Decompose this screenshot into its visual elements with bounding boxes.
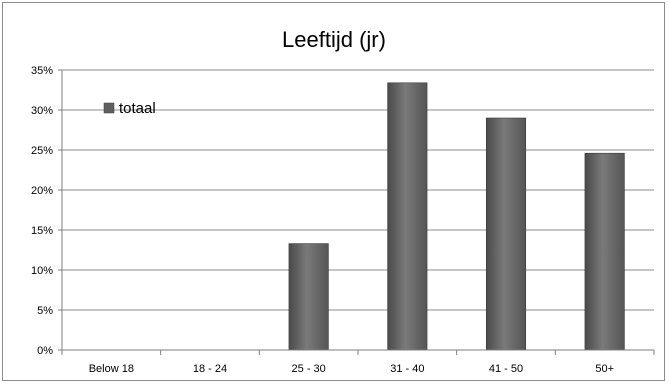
x-tick-label: 18 - 24 bbox=[193, 363, 227, 375]
y-tick-label: 35% bbox=[31, 65, 53, 77]
chart-title: Leeftijd (jr) bbox=[282, 27, 386, 52]
bar bbox=[387, 82, 428, 351]
x-axis-tick-labels: Below 18 18 - 24 25 - 30 31 - 40 41 - 50 50+ bbox=[61, 350, 655, 375]
y-axis-tick-labels: 0% 5% 10% 15% 20% 25% 30% 35% bbox=[31, 65, 62, 357]
y-tick-label: 30% bbox=[31, 105, 53, 117]
chart-frame: Leeftijd (jr) 0% 5% 10% 15% 20% 25% 30% 35% Bel… bbox=[2, 2, 665, 381]
bars bbox=[288, 82, 625, 351]
x-tick-label: 31 - 40 bbox=[390, 363, 424, 375]
bar bbox=[584, 152, 625, 351]
y-tick-label: 25% bbox=[31, 145, 53, 157]
y-tick-label: 5% bbox=[37, 305, 53, 317]
x-tick-label: Below 18 bbox=[89, 363, 134, 375]
x-tick-label: 41 - 50 bbox=[489, 363, 523, 375]
x-tick-label: 25 - 30 bbox=[292, 363, 326, 375]
bar-chart: Leeftijd (jr) 0% 5% 10% 15% 20% 25% 30% 35% Bel… bbox=[31, 27, 655, 375]
bar bbox=[485, 117, 527, 351]
grid-lines bbox=[62, 69, 654, 311]
y-tick-label: 0% bbox=[37, 345, 53, 357]
y-tick-label: 20% bbox=[31, 185, 53, 197]
y-tick-label: 15% bbox=[31, 225, 53, 237]
bar bbox=[288, 243, 329, 351]
x-tick-label: 50+ bbox=[595, 363, 614, 375]
legend: totaal bbox=[103, 100, 156, 117]
legend-marker bbox=[103, 102, 115, 114]
legend-label: totaal bbox=[119, 100, 156, 117]
y-tick-label: 10% bbox=[31, 265, 53, 277]
